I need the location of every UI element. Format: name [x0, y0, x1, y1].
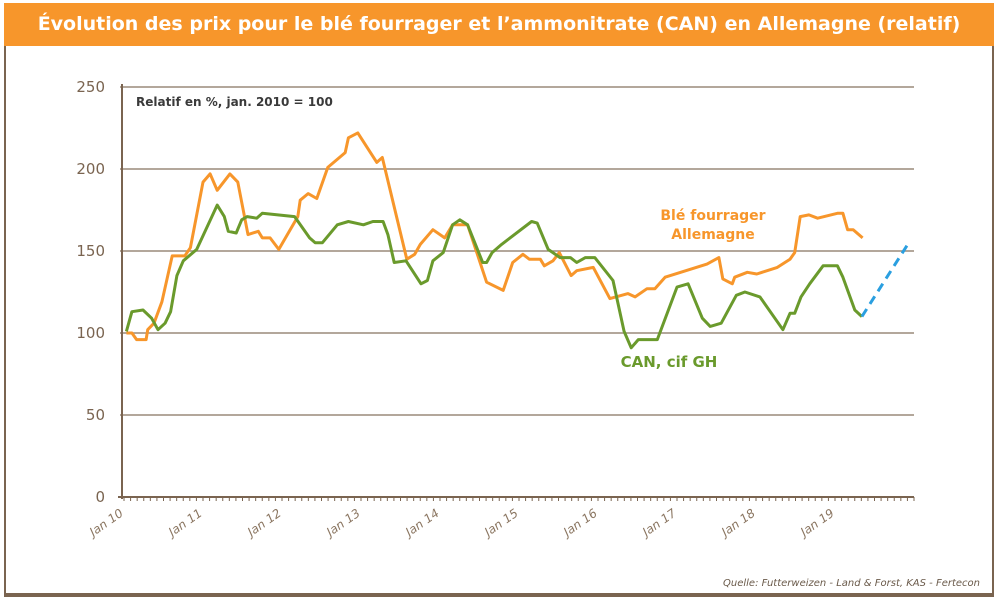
gridlines [120, 86, 914, 416]
chart-annotation: Relatif en %, jan. 2010 = 100 [136, 95, 333, 109]
chart-frame [4, 3, 994, 597]
y-tick-label: 0 [95, 488, 105, 506]
x-tick-label: Jan 16 [559, 506, 600, 540]
x-tick-label: Jan 14 [401, 506, 441, 540]
chart-title: Évolution des prix pour le blé fourrager… [4, 3, 994, 46]
y-axis: 0 50 100 150 200 250 [76, 78, 105, 506]
forecast-line [860, 243, 909, 318]
series-label-wheat-line1: Blé fourrager [660, 208, 765, 224]
x-tick-label: Jan 12 [243, 506, 283, 540]
x-tick-label: Jan 17 [638, 506, 679, 540]
x-tick-label: Jan 19 [796, 506, 836, 540]
y-tick-label: 250 [76, 78, 105, 96]
y-tick-label: 200 [76, 160, 105, 178]
x-tick-label: Jan 11 [164, 506, 204, 540]
y-tick-label: 150 [76, 242, 105, 260]
y-tick-label: 50 [86, 406, 105, 424]
x-tick-label: Jan 15 [480, 506, 520, 540]
series-lines [124, 131, 909, 350]
source-note: Quelle: Futterweizen - Land & Forst, KAS… [723, 578, 980, 589]
series-label-wheat-line2: Allemagne [671, 227, 754, 243]
series-line-can [124, 203, 863, 350]
x-tick-label: Jan 13 [322, 506, 362, 540]
x-tick-label: Jan 10 [85, 506, 126, 540]
y-tick-label: 100 [76, 324, 105, 342]
series-label-can: CAN, cif GH [621, 353, 718, 371]
x-tick-label: Jan 18 [717, 506, 758, 540]
